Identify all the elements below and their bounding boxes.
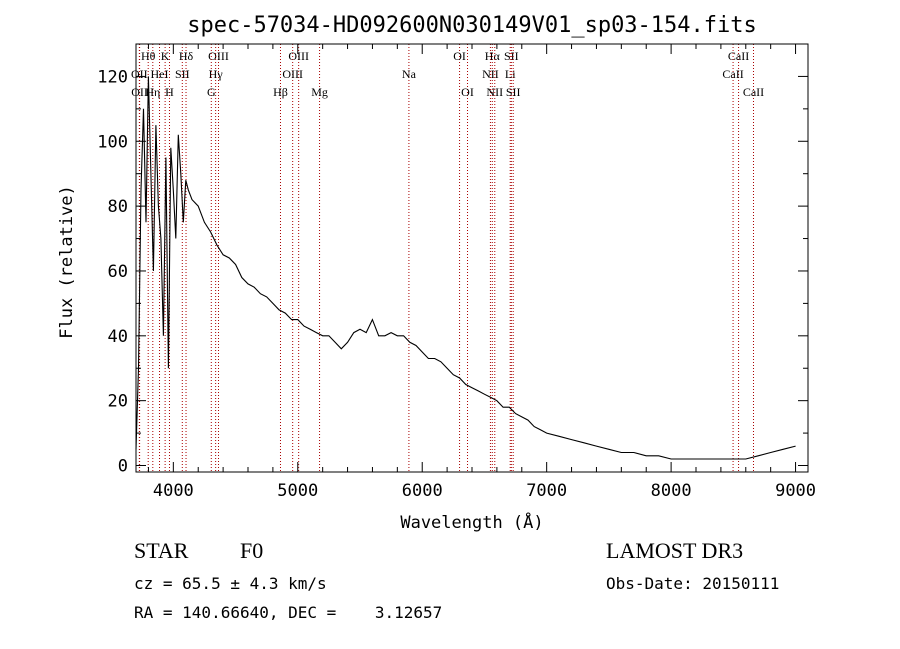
y-tick-label: 80 xyxy=(108,197,128,217)
spectrum-chart: spec-57034-HD092600N030149V01_sp03-154.f… xyxy=(57,13,816,533)
obs-date-text: Obs-Date: 20150111 xyxy=(606,574,780,593)
object-class: STAR xyxy=(134,538,189,563)
spectral-line-label: OIII xyxy=(288,49,309,63)
spectral-line-label: Hδ xyxy=(179,49,194,63)
x-axis-label: Wavelength (Å) xyxy=(400,511,543,533)
x-tick-label: 5000 xyxy=(277,481,318,501)
spectral-line-label: SII xyxy=(175,67,190,81)
y-tick-label: 60 xyxy=(108,262,128,282)
object-subclass: F0 xyxy=(240,538,264,563)
x-tick-label: 9000 xyxy=(775,481,816,501)
plot-frame xyxy=(135,43,809,473)
spectral-line-label: HeI xyxy=(151,67,169,81)
spectral-line-label: NII xyxy=(482,67,499,81)
spectral-line-label: OIII xyxy=(282,67,303,81)
coordinates-text: RA = 140.66640, DEC = 3.12657 xyxy=(134,603,443,622)
y-axis-label: Flux (relative) xyxy=(57,185,77,339)
spectral-line-label: SII xyxy=(504,49,519,63)
spectral-line-label: CaII xyxy=(722,67,743,81)
chart-title: spec-57034-HD092600N030149V01_sp03-154.f… xyxy=(187,13,757,38)
spectral-line-label: Hβ xyxy=(273,85,288,99)
spectral-line-label: CaII xyxy=(728,49,749,63)
y-tick-label: 40 xyxy=(108,327,128,347)
x-tick-label: 4000 xyxy=(153,481,194,501)
y-tick-label: 100 xyxy=(97,132,128,152)
spectral-line-label: H xyxy=(165,85,174,99)
redshift-text: cz = 65.5 ± 4.3 km/s xyxy=(134,574,327,593)
spectral-line-label: SII xyxy=(506,85,521,99)
spectral-line-label: CaII xyxy=(743,85,764,99)
survey-name: LAMOST DR3 xyxy=(606,538,744,563)
spectral-line-label: K xyxy=(161,49,170,63)
spectral-line-label: Hγ xyxy=(209,67,224,81)
spectral-line-label: Hα xyxy=(485,49,501,63)
x-tick-label: 6000 xyxy=(402,481,443,501)
spectral-line-label: OII xyxy=(131,85,148,99)
x-tick-label: 7000 xyxy=(526,481,567,501)
y-tick-label: 120 xyxy=(97,67,128,87)
spectrum-series-line xyxy=(135,76,796,460)
spectral-line-label: OI xyxy=(461,85,474,99)
spectral-line-label: Mg xyxy=(311,85,328,99)
spectral-line-label: OI xyxy=(453,49,466,63)
spectral-line-label: Hθ xyxy=(141,49,156,63)
spectral-line-label: Li xyxy=(505,67,516,81)
y-tick-label: 20 xyxy=(108,392,128,412)
spectral-line-label: G xyxy=(207,85,216,99)
x-tick-label: 8000 xyxy=(651,481,692,501)
spectral-line-label: NII xyxy=(486,85,503,99)
y-tick-label: 0 xyxy=(118,457,128,477)
spectral-line-label: Na xyxy=(402,67,417,81)
spectral-line-label: OIII xyxy=(208,49,229,63)
